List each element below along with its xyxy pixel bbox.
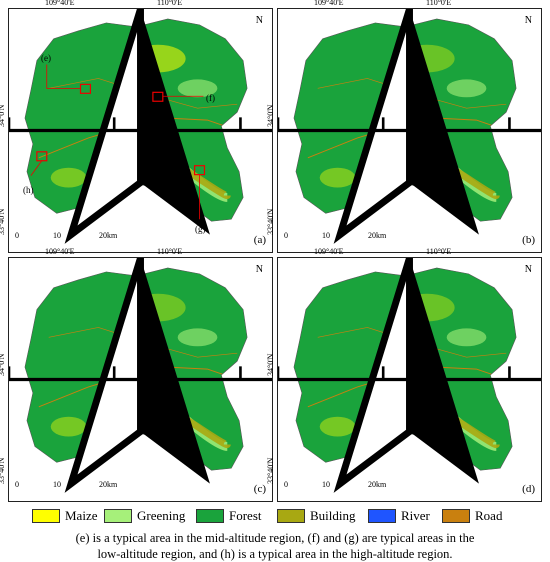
legend: Maize Greening Forest Building River Roa… <box>32 508 532 526</box>
map-panel-b: 109°40'E 110°0'E 34°0'N 33°40'N N <box>266 0 542 253</box>
scale-bar <box>9 366 272 382</box>
legend-label-building: Building <box>310 508 356 523</box>
legend-swatch-building <box>277 509 305 523</box>
north-arrow-icon <box>64 258 210 493</box>
area-box-h <box>36 151 48 162</box>
scale-bar <box>9 117 272 133</box>
scale-bar <box>278 117 541 133</box>
lon-tick-label: 110°0'E <box>426 247 452 256</box>
panel-letter: (b) <box>522 234 535 246</box>
legend-item-river: River <box>368 508 430 524</box>
leader-e <box>46 64 81 89</box>
map-panel-a: 109°40'E 110°0'E 34°0'N 33°40'N N <box>0 0 273 253</box>
legend-label-road: Road <box>475 508 503 523</box>
legend-swatch-forest <box>196 509 224 523</box>
scale-label-twenty: 20km <box>99 231 118 240</box>
scale-label-ten: 10 <box>53 231 61 240</box>
lon-tick-label: 110°0'E <box>426 0 452 7</box>
lat-tick-label: 34°0'N <box>266 353 275 376</box>
maize-patch <box>50 167 87 188</box>
area-box-e <box>79 83 92 94</box>
scale-bar <box>278 366 541 382</box>
lon-tick-label: 110°0'E <box>157 0 183 7</box>
legend-item-greening: Greening <box>104 508 185 524</box>
lat-tick-label: 33°40'N <box>266 208 275 235</box>
scale-label-zero: 0 <box>15 480 19 489</box>
scale-label-ten: 10 <box>322 231 330 240</box>
scale-label-ten: 10 <box>322 480 330 489</box>
legend-label-river: River <box>401 508 430 523</box>
legend-item-road: Road <box>442 508 502 524</box>
lon-tick-label: 109°40'E <box>45 0 75 7</box>
legend-item-forest: Forest <box>196 508 262 524</box>
scale-label-zero: 0 <box>15 231 19 240</box>
leader-h <box>30 160 43 176</box>
legend-label-forest: Forest <box>229 508 262 523</box>
greening-patch <box>177 328 218 347</box>
scale-label-ten: 10 <box>53 480 61 489</box>
lat-tick-label: 34°0'N <box>266 104 275 127</box>
north-arrow-icon <box>333 9 479 244</box>
annotation-label-f: (f) <box>206 93 215 103</box>
lat-tick-label: 34°0'N <box>0 353 6 376</box>
lat-tick-label: 33°40'N <box>0 208 6 235</box>
legend-item-maize: Maize <box>32 508 97 524</box>
north-label: N <box>255 264 263 275</box>
maize-patch <box>319 416 356 437</box>
scale-label-twenty: 20km <box>368 480 387 489</box>
area-box-g <box>193 165 206 176</box>
lat-tick-label: 33°40'N <box>0 457 6 484</box>
annotation-overlay <box>30 64 206 220</box>
legend-swatch-maize <box>32 509 60 523</box>
north-label: N <box>255 15 263 26</box>
lon-tick-label: 109°40'E <box>314 0 344 7</box>
annotation-label-e: (e) <box>41 53 51 63</box>
greening-patch <box>446 79 487 98</box>
scale-label-zero: 0 <box>284 480 288 489</box>
scale-label-zero: 0 <box>284 231 288 240</box>
lon-tick-label: 110°0'E <box>157 247 183 256</box>
legend-swatch-road <box>442 509 470 523</box>
annotation-label-g: (g) <box>195 224 206 234</box>
greening-patch <box>446 328 487 347</box>
maize-patch <box>50 416 87 437</box>
panel-letter: (d) <box>522 483 535 495</box>
north-label: N <box>524 15 532 26</box>
caption-line-2: low-altitude region, and (h) is a typica… <box>97 547 453 561</box>
north-arrow-icon <box>333 258 479 493</box>
figure-caption: (e) is a typical area in the mid-altitud… <box>10 530 540 562</box>
lat-tick-label: 34°0'N <box>0 104 6 127</box>
north-arrow-icon <box>64 9 210 244</box>
legend-label-maize: Maize <box>65 508 98 523</box>
maize-patch <box>319 167 356 188</box>
area-box-f <box>152 91 164 102</box>
map-panel-c: 109°40'E 110°0'E 34°0'N 33°40'N N <box>0 247 273 502</box>
annotation-label-h: (h) <box>23 185 34 195</box>
map-panel-d: 109°40'E 110°0'E 34°0'N 33°40'N N <box>266 247 542 502</box>
scale-label-twenty: 20km <box>368 231 387 240</box>
greening-patch <box>177 79 218 98</box>
legend-swatch-greening <box>104 509 132 523</box>
caption-line-1: (e) is a typical area in the mid-altitud… <box>75 531 475 545</box>
lon-tick-label: 109°40'E <box>314 247 344 256</box>
scale-label-twenty: 20km <box>99 480 118 489</box>
lat-tick-label: 33°40'N <box>266 457 275 484</box>
north-label: N <box>524 264 532 275</box>
legend-item-building: Building <box>277 508 356 524</box>
legend-swatch-river <box>368 509 396 523</box>
legend-label-greening: Greening <box>137 508 186 523</box>
panel-letter: (a) <box>253 234 266 246</box>
lon-tick-label: 109°40'E <box>45 247 75 256</box>
panel-letter: (c) <box>253 483 266 495</box>
